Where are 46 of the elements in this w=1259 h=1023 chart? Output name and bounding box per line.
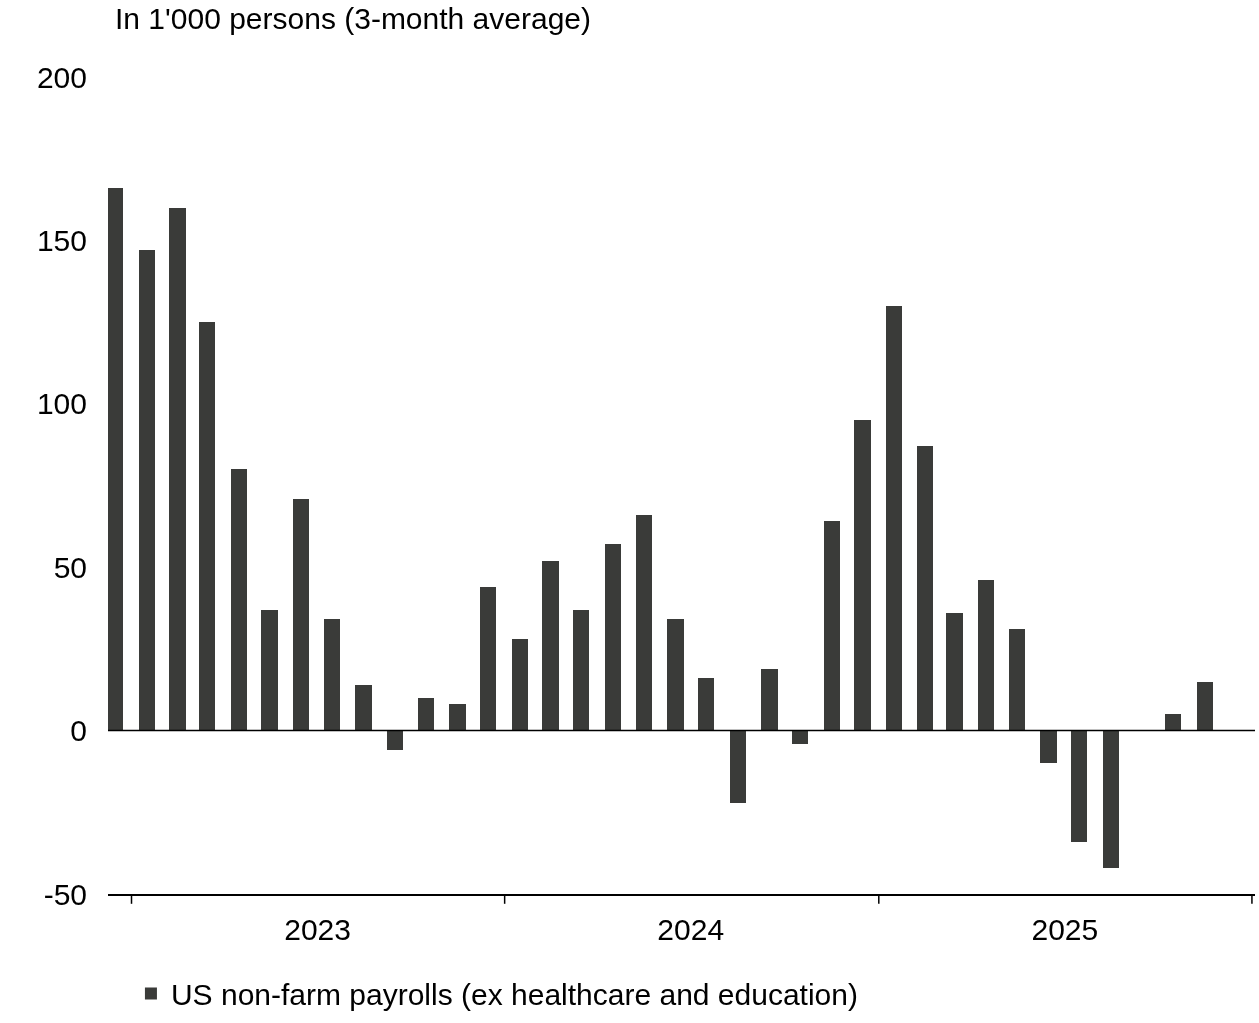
bar: [1071, 731, 1087, 842]
bar: [698, 678, 714, 731]
bar: [854, 420, 871, 731]
bar: [1040, 731, 1057, 763]
bar: [573, 610, 589, 731]
x-tick-label: 2025: [1031, 912, 1099, 946]
bar: [449, 704, 466, 731]
bar: [1103, 731, 1119, 868]
bar: [667, 619, 684, 731]
bar: [605, 544, 621, 731]
bar: [730, 731, 746, 803]
bar: [512, 639, 528, 731]
bar: [261, 610, 278, 731]
bar: [355, 685, 372, 731]
y-tick-label: 100: [36, 387, 87, 421]
bar: [480, 587, 496, 731]
y-tick-label: 200: [36, 60, 87, 94]
bar: [418, 698, 434, 731]
bar: [636, 515, 652, 731]
chart-title: In 1'000 persons (3-month average): [115, 2, 592, 35]
bar: [1165, 714, 1181, 731]
bar: [1197, 682, 1213, 731]
bar: [139, 250, 155, 731]
bar: [169, 208, 186, 731]
bar: [792, 731, 808, 744]
bar: [978, 580, 994, 731]
bar: [108, 188, 123, 731]
y-tick-label: -50: [43, 877, 87, 911]
y-tick-label: 150: [36, 223, 87, 257]
legend-label: US non-farm payrolls (ex healthcare and education): [170, 978, 858, 1012]
bar: [946, 613, 963, 731]
bar: [886, 306, 902, 731]
y-tick-label: 50: [53, 550, 87, 584]
bar: [761, 669, 778, 731]
y-tick-label: 0: [70, 714, 87, 748]
x-tick-label: 2024: [657, 912, 725, 946]
bar: [199, 322, 215, 731]
bar: [293, 499, 309, 731]
bar: [542, 561, 559, 731]
bar: [324, 619, 340, 731]
bar: [1009, 629, 1025, 731]
x-tick-label: 2023: [284, 912, 351, 946]
bar: [387, 731, 403, 750]
bar: [824, 521, 840, 731]
bar: [917, 446, 933, 731]
bar: [231, 469, 247, 731]
